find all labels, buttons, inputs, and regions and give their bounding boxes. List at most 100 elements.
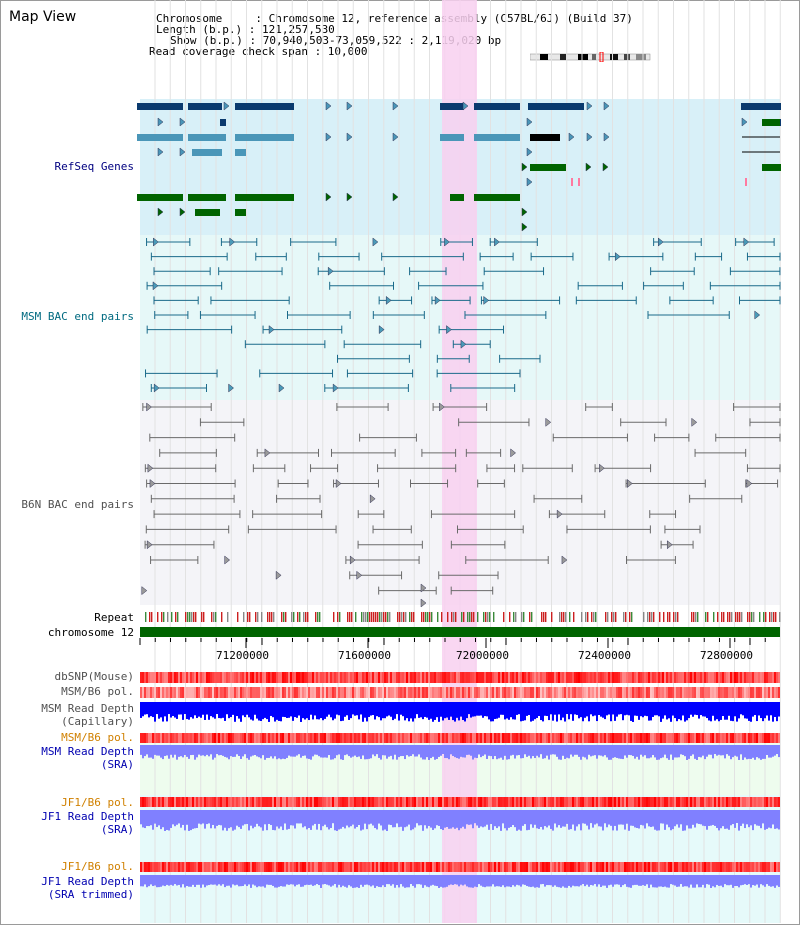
dbsnp-cell	[306, 672, 308, 683]
jf1-b6-pol2-cell	[314, 862, 316, 872]
msm-b6-pol2-cell	[616, 733, 618, 743]
dbsnp-cell	[602, 672, 604, 683]
repeat-element	[261, 612, 263, 622]
jf1-b6-pol2-cell	[776, 862, 778, 872]
jf1-depth-trim-bar	[250, 875, 252, 888]
dbsnp-cell	[716, 672, 718, 683]
jf1-depth-trim-bar	[428, 875, 430, 888]
msm-depth-capillary-bar	[286, 702, 288, 719]
jf1-depth-trim-bar	[726, 875, 728, 886]
msm-b6-pol-cell	[242, 687, 244, 698]
msm-b6-pol2-cell	[312, 733, 314, 743]
jf1-depth-sra-bar	[388, 810, 390, 825]
msm-b6-pol-cell	[684, 687, 686, 698]
msm-b6-pol-cell	[370, 687, 372, 698]
msm-depth-sra-bar	[580, 745, 582, 760]
dbsnp-cell	[764, 672, 766, 683]
msm-b6-pol-cell	[508, 687, 510, 698]
jf1-depth-sra-bar	[140, 810, 142, 825]
msm-depth-sra-bar	[192, 745, 194, 755]
jf1-b6-pol2-cell	[442, 862, 444, 872]
jf1-depth-sra-bar	[410, 810, 412, 831]
msm-b6-pol2-cell	[422, 733, 424, 743]
jf1-b6-pol-cell	[266, 797, 268, 807]
msm-b6-pol-cell	[652, 687, 654, 698]
jf1-depth-trim-bar	[442, 875, 444, 888]
jf1-b6-pol-cell	[260, 797, 262, 807]
msm-depth-capillary-bar	[670, 702, 672, 722]
jf1-depth-trim-bar	[732, 875, 734, 888]
msm-b6-pol-cell	[420, 687, 422, 698]
jf1-b6-pol2-cell	[258, 862, 260, 872]
jf1-depth-trim-bar	[700, 875, 702, 888]
msm-b6-pol2-cell	[724, 733, 726, 743]
msm-depth-sra-bar	[300, 745, 302, 758]
dbsnp-cell	[720, 672, 722, 683]
msm-b6-pol2-cell	[256, 733, 258, 743]
jf1-b6-pol2-cell	[550, 862, 552, 872]
jf1-b6-pol2-cell	[286, 862, 288, 872]
jf1-depth-sra-bar	[294, 810, 296, 829]
msm-b6-pol2-cell	[574, 733, 576, 743]
gene-direction-arrow	[157, 207, 164, 217]
msm-b6-pol2-cell	[356, 733, 358, 743]
jf1-depth-sra-bar	[348, 810, 350, 828]
msm-b6-pol2-cell	[472, 733, 474, 743]
repeat-element	[383, 612, 385, 622]
msm-depth-sra-bar	[520, 745, 522, 759]
jf1-b6-pol-cell	[170, 797, 172, 807]
msm-b6-pol2-cell	[424, 733, 426, 743]
msm-depth-sra-bar	[626, 745, 628, 758]
repeat-label: Repeat	[94, 611, 134, 624]
jf1-b6-pol-cell	[568, 797, 570, 807]
dbsnp-cell	[630, 672, 632, 683]
msm-b6-pol-cell	[390, 687, 392, 698]
refseq-gene-light	[188, 134, 226, 141]
dbsnp-cell	[586, 672, 588, 683]
msm-depth-capillary-bar	[522, 702, 524, 721]
jf1-depth-trim-bar	[650, 875, 652, 885]
jf1-b6-pol2-cell	[224, 862, 226, 872]
repeat-element	[667, 612, 669, 622]
dbsnp-cell	[232, 672, 234, 683]
jf1-b6-pol2-cell	[420, 862, 422, 872]
dbsnp-cell	[648, 672, 650, 683]
msm-b6-pol2-cell	[204, 733, 206, 743]
msm-b6-pol2-cell	[272, 733, 274, 743]
msm-b6-pol-cell	[250, 687, 252, 698]
jf1-depth-trim-bar	[458, 875, 460, 887]
dbsnp-cell	[180, 672, 182, 683]
repeat-element	[529, 612, 531, 622]
msm-depth-sra-bar	[140, 745, 142, 755]
jf1-depth-trim-bar	[206, 875, 208, 886]
jf1-depth-sra-bar	[322, 810, 324, 827]
jf1-b6-pol-cell	[500, 797, 502, 807]
jf1-b6-pol-cell	[546, 797, 548, 807]
jf1-depth-sra-bar	[542, 810, 544, 830]
repeat-element	[595, 612, 597, 622]
jf1-depth-trim-bar	[422, 875, 424, 888]
jf1-depth-sra-bar	[276, 810, 278, 827]
jf1-b6-pol-cell	[628, 797, 630, 807]
msm-depth-capillary-bar	[180, 702, 182, 715]
jf1-b6-pol-cell	[654, 797, 656, 807]
msm-b6-pol-cell	[728, 687, 730, 698]
jf1-depth-sra-bar	[178, 810, 180, 824]
msm-b6-pol2-cell	[736, 733, 738, 743]
msm-depth-capillary-bar	[622, 702, 624, 721]
refseq-gene-green	[450, 194, 464, 201]
jf1-b6-pol-cell	[478, 797, 480, 807]
jf1-b6-pol2-cell	[248, 862, 250, 872]
jf1-b6-pol2-cell	[582, 862, 584, 872]
msm-b6-pol-cell	[146, 687, 148, 698]
bac-end-marker	[556, 509, 563, 519]
jf1-depth-sra-bar	[602, 810, 604, 831]
dbsnp-cell	[744, 672, 746, 683]
chromosome-ideogram[interactable]	[530, 52, 652, 62]
dbsnp-cell	[660, 672, 662, 683]
repeat-element	[269, 612, 271, 622]
msm-b6-pol2-cell	[296, 733, 298, 743]
jf1-depth-sra-bar	[292, 810, 294, 826]
msm-b6-pol2-cell	[254, 733, 256, 743]
